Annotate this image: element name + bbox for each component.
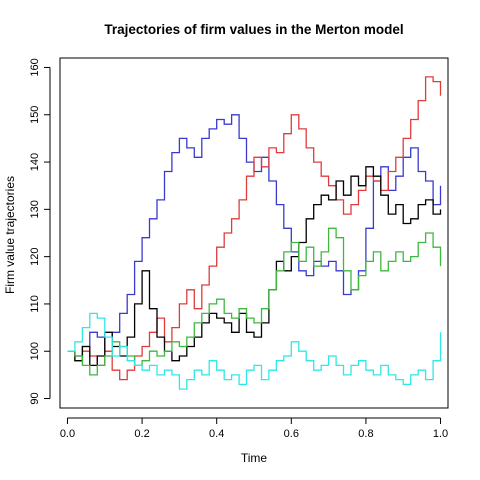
plot-frame [59,57,449,409]
y-tick-label: 140 [29,153,41,171]
y-tick-label: 90 [29,392,41,404]
series-line-5 [67,312,442,390]
y-axis: 90 100 110 120 130 140 150 160 [29,58,51,405]
x-axis-label: Time [241,451,268,465]
y-tick-label: 150 [29,106,41,124]
y-tick-label: 160 [29,58,41,76]
x-tick-label: 0.8 [358,428,373,440]
y-tick-label: 110 [29,295,41,313]
y-tick-label: 130 [29,200,41,218]
y-tick-label: 100 [29,342,41,360]
series-line-3 [67,166,442,367]
x-tick-label: 1.0 [433,428,448,440]
series-line-4 [67,227,442,376]
x-tick-label: 0.6 [284,428,299,440]
y-axis-label: Firm value trajectories [3,176,17,294]
chart-title: Trajectories of firm values in the Merto… [104,22,403,37]
y-tick-label: 120 [29,247,41,265]
x-axis: 0.0 0.2 0.4 0.6 0.8 1.0 [60,417,448,440]
series-layer [67,76,442,390]
x-tick-label: 0.2 [134,428,149,440]
x-tick-label: 0.0 [60,428,75,440]
x-tick-label: 0.4 [209,428,224,440]
